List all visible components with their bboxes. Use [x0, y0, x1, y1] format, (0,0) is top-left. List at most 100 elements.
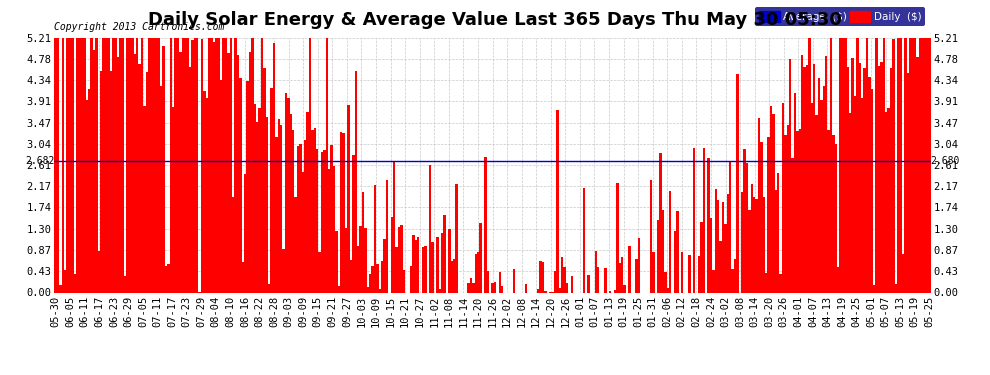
Bar: [604, 268, 607, 292]
Bar: [242, 262, 245, 292]
Bar: [150, 38, 152, 292]
Bar: [247, 81, 248, 292]
Bar: [86, 100, 88, 292]
Bar: [542, 262, 545, 292]
Bar: [858, 63, 861, 292]
Bar: [789, 59, 791, 292]
Bar: [688, 255, 691, 292]
Bar: [338, 286, 341, 292]
Bar: [767, 136, 770, 292]
Bar: [366, 287, 369, 292]
Bar: [270, 88, 273, 292]
Text: Copyright 2013 Cartronics.com: Copyright 2013 Cartronics.com: [54, 22, 225, 32]
Bar: [638, 238, 641, 292]
Bar: [784, 135, 787, 292]
Bar: [237, 55, 240, 292]
Bar: [801, 55, 803, 292]
Bar: [469, 278, 472, 292]
Bar: [354, 71, 357, 292]
Bar: [371, 266, 373, 292]
Bar: [448, 230, 450, 292]
Bar: [563, 267, 565, 292]
Bar: [304, 140, 307, 292]
Bar: [194, 38, 196, 292]
Bar: [856, 38, 858, 292]
Bar: [206, 98, 208, 292]
Bar: [280, 125, 282, 292]
Bar: [455, 184, 457, 292]
Bar: [477, 252, 479, 292]
Bar: [285, 93, 287, 292]
Bar: [779, 274, 782, 292]
Bar: [403, 270, 405, 292]
Bar: [432, 243, 434, 292]
Bar: [152, 38, 155, 292]
Text: 2.682: 2.682: [25, 156, 54, 166]
Bar: [698, 255, 700, 292]
Bar: [628, 246, 631, 292]
Bar: [825, 56, 828, 292]
Bar: [361, 192, 364, 292]
Bar: [81, 38, 83, 292]
Bar: [282, 249, 285, 292]
Bar: [307, 112, 309, 292]
Bar: [878, 66, 880, 292]
Bar: [208, 38, 211, 292]
Bar: [189, 67, 191, 292]
Bar: [926, 38, 929, 292]
Bar: [794, 93, 796, 292]
Bar: [494, 282, 496, 292]
Bar: [674, 231, 676, 292]
Bar: [525, 284, 528, 292]
Bar: [885, 111, 887, 292]
Bar: [177, 38, 179, 292]
Bar: [220, 80, 223, 292]
Bar: [870, 89, 873, 292]
Bar: [292, 130, 294, 292]
Bar: [383, 239, 386, 292]
Bar: [297, 146, 299, 292]
Bar: [211, 38, 213, 292]
Bar: [390, 217, 393, 292]
Bar: [732, 269, 734, 292]
Bar: [924, 38, 926, 292]
Bar: [561, 257, 563, 292]
Bar: [90, 38, 93, 292]
Bar: [472, 283, 474, 292]
Bar: [182, 38, 184, 292]
Bar: [225, 38, 228, 292]
Bar: [840, 38, 842, 292]
Bar: [720, 241, 722, 292]
Bar: [912, 38, 914, 292]
Bar: [880, 62, 883, 292]
Bar: [444, 215, 446, 292]
Bar: [491, 283, 494, 292]
Bar: [770, 106, 772, 292]
Bar: [155, 38, 157, 292]
Bar: [73, 273, 76, 292]
Bar: [624, 285, 626, 292]
Bar: [452, 259, 455, 292]
Bar: [830, 38, 833, 292]
Bar: [395, 248, 398, 292]
Bar: [727, 194, 729, 292]
Bar: [148, 38, 150, 292]
Bar: [700, 222, 703, 292]
Bar: [669, 191, 671, 292]
Bar: [349, 260, 352, 292]
Bar: [314, 128, 316, 292]
Bar: [201, 39, 203, 292]
Bar: [892, 39, 895, 292]
Bar: [78, 38, 81, 292]
Bar: [558, 288, 561, 292]
Bar: [268, 285, 270, 292]
Bar: [681, 252, 683, 292]
Bar: [774, 190, 777, 292]
Bar: [595, 251, 597, 292]
Bar: [230, 38, 232, 292]
Bar: [258, 108, 261, 292]
Bar: [741, 192, 743, 292]
Bar: [218, 38, 220, 292]
Bar: [223, 38, 225, 292]
Bar: [796, 131, 799, 292]
